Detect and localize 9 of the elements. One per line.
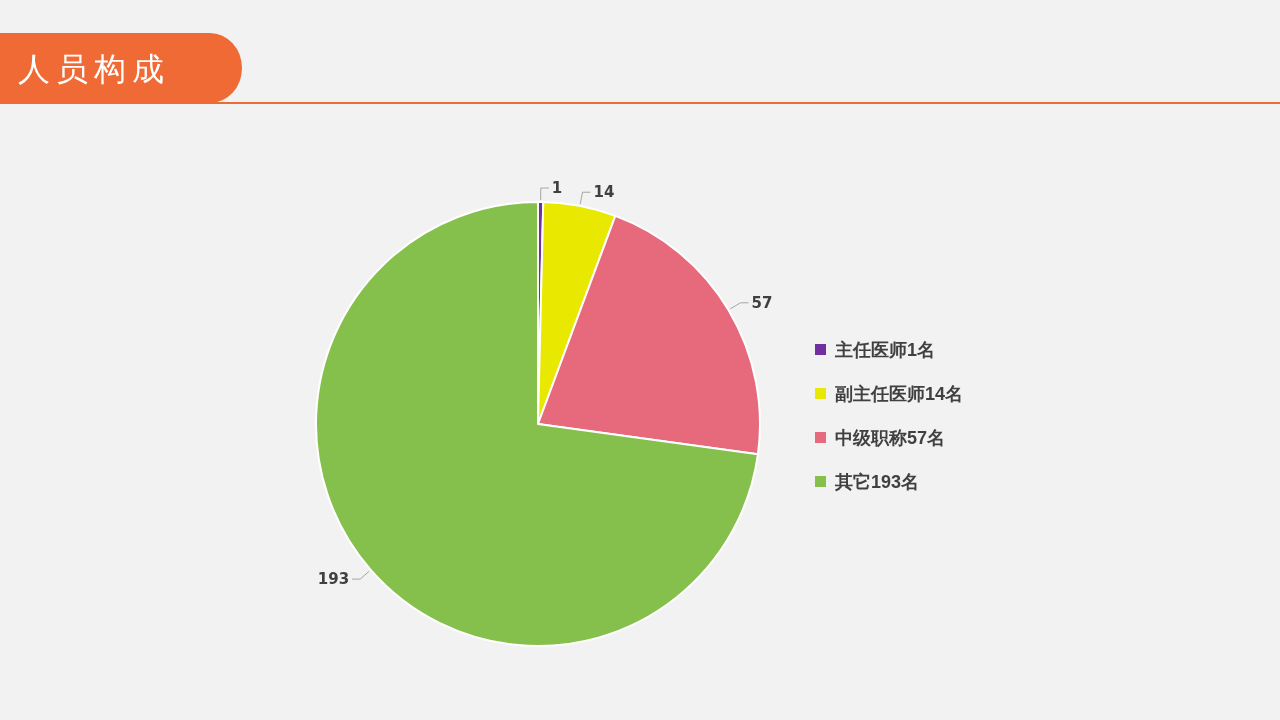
data-label: 1 [551,179,563,198]
data-label: 14 [593,183,615,202]
data-label: 193 [317,570,350,589]
legend-label: 副主任医师14名 [835,384,964,404]
data-label: 57 [751,293,773,312]
legend-label: 其它193名 [834,472,920,492]
legend-label: 中级职称57名 [835,428,946,448]
chart-title: 人员构成 [18,51,170,87]
legend-label: 主任医师1名 [834,340,936,360]
